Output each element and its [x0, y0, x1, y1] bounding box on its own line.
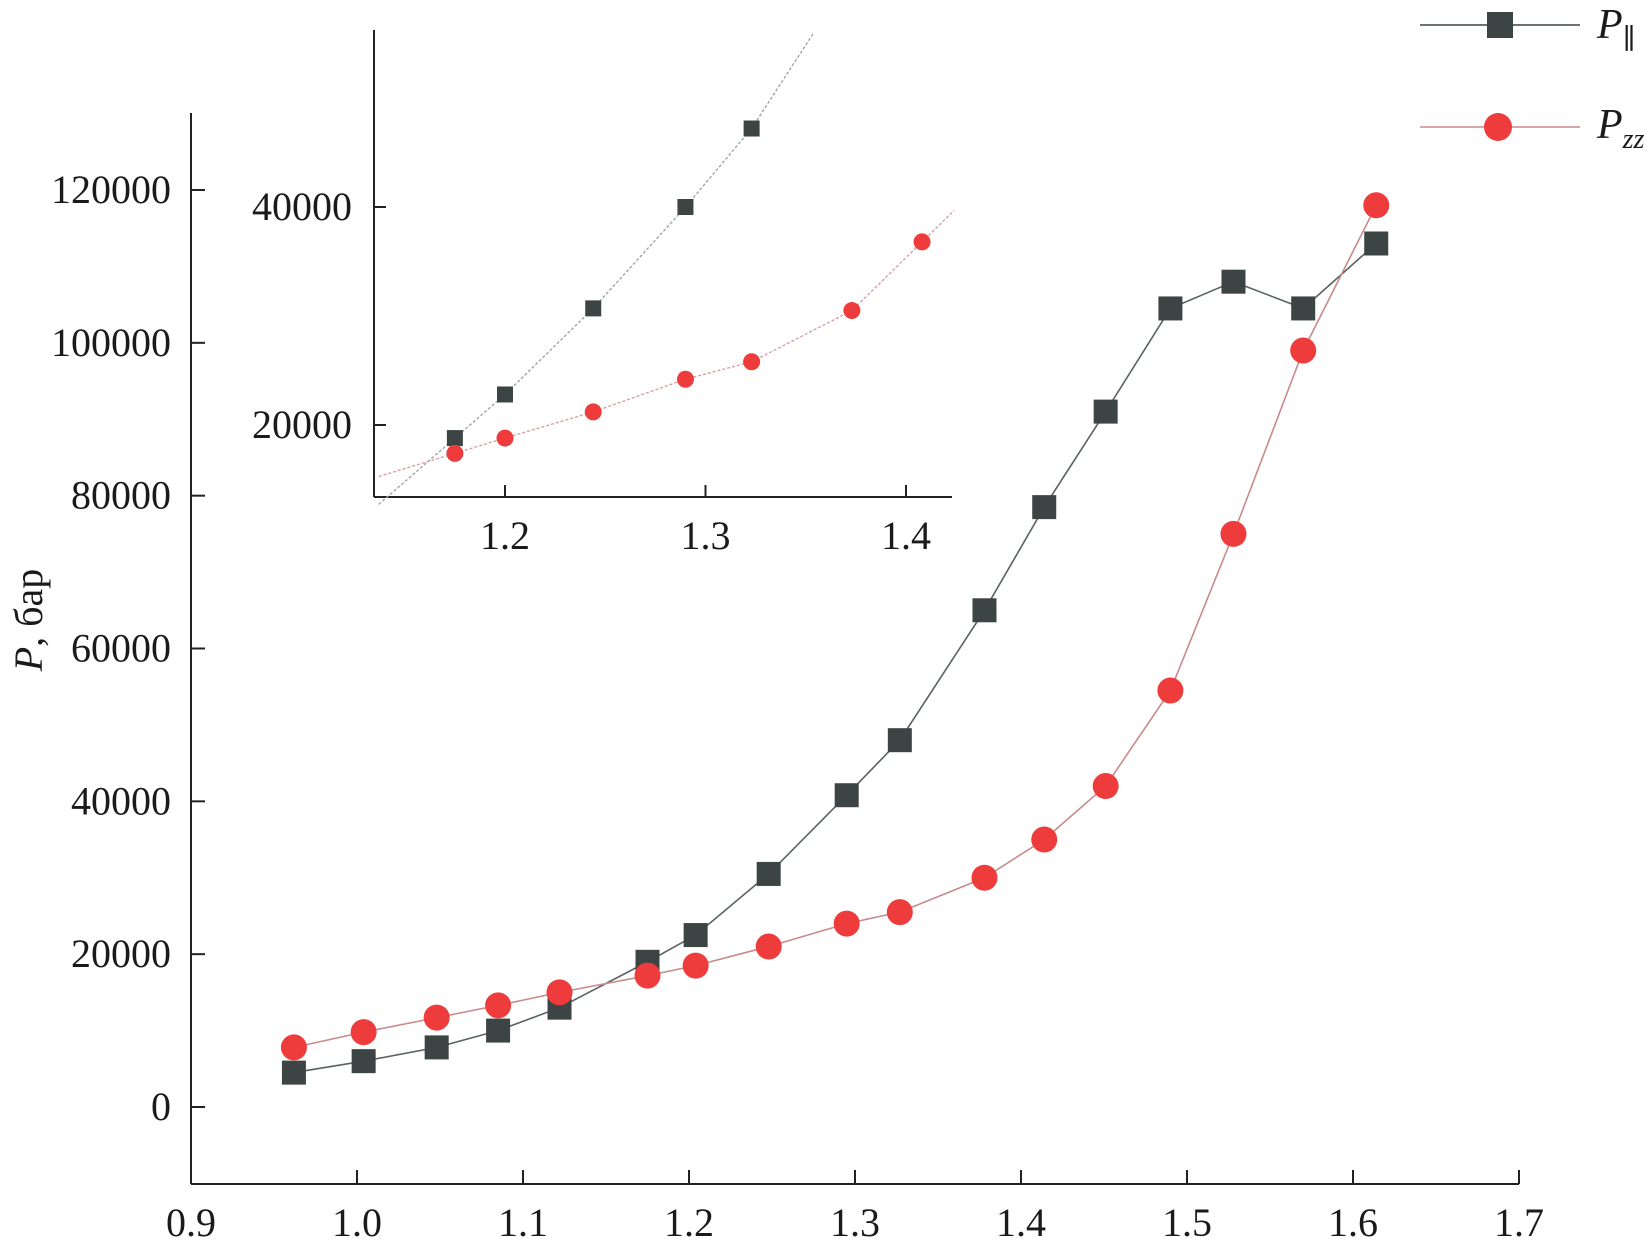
data-point-circle — [886, 899, 913, 926]
x-tick-label: 1.3 — [830, 1200, 880, 1245]
data-point-square — [424, 1035, 449, 1060]
inset-data-point-square — [497, 386, 513, 403]
data-point-circle — [682, 952, 709, 979]
inset-ticks: 1.2 1.3 1.4 20000 40000 — [252, 184, 931, 558]
data-point-square — [834, 783, 859, 808]
x-tick-label: 1.1 — [498, 1200, 548, 1245]
inset-data-point-circle — [913, 233, 931, 251]
legend-label-p-parallel: P∥ — [1596, 2, 1636, 55]
inset-data-point-square — [677, 199, 694, 215]
inset-y-tick-label: 40000 — [252, 184, 352, 229]
inset-x-tick-label: 1.3 — [681, 513, 731, 558]
data-point-square — [1364, 231, 1389, 256]
data-point-square — [1158, 296, 1183, 321]
data-point-circle — [546, 979, 573, 1006]
y-tick-label: 80000 — [71, 473, 171, 518]
y-tick-label: 40000 — [71, 778, 171, 823]
data-point-square — [351, 1049, 376, 1074]
main-series — [280, 192, 1390, 1085]
inset-series — [378, 32, 955, 505]
data-point-circle — [634, 962, 661, 989]
data-point-circle — [485, 992, 512, 1019]
data-point-square — [281, 1060, 306, 1085]
data-point-square — [1032, 495, 1057, 520]
data-point-circle — [1031, 826, 1058, 853]
data-point-circle — [423, 1004, 450, 1031]
inset-x-tick-label: 1.4 — [881, 513, 931, 558]
inset-data-point-circle — [496, 429, 514, 447]
y-axis-label: P, бар — [6, 569, 51, 673]
y-tick-label: 60000 — [71, 626, 171, 671]
data-point-square — [1093, 399, 1118, 424]
data-point-square — [683, 923, 708, 948]
y-tick-label: 20000 — [71, 931, 171, 976]
legend-marker-circle — [1484, 113, 1512, 141]
data-point-circle — [1363, 192, 1390, 219]
legend-marker-square — [1487, 12, 1513, 38]
main-chart: 0.9 1.0 1.1 1.2 1.3 1.4 1.5 1.6 1.7 0 20000 40000 60… — [6, 113, 1544, 1245]
inset-data-point-circle — [743, 353, 761, 371]
inset-data-point-square — [446, 430, 463, 447]
inset-data-point-circle — [843, 302, 861, 320]
inset-data-point-square — [585, 300, 602, 317]
x-tick-label: 1.0 — [332, 1200, 382, 1245]
data-point-circle — [971, 864, 998, 891]
y-tick-label: 120000 — [51, 167, 171, 212]
data-point-circle — [755, 933, 782, 960]
data-point-square — [1221, 269, 1246, 294]
y-tick-label: 0 — [151, 1084, 171, 1129]
data-point-square — [486, 1018, 511, 1043]
x-tick-label: 1.2 — [664, 1200, 714, 1245]
y-tick-label: 100000 — [51, 320, 171, 365]
inset-chart: 1.2 1.3 1.4 20000 40000 — [252, 25, 955, 558]
data-point-circle — [280, 1034, 307, 1061]
data-point-circle — [1290, 337, 1317, 364]
data-point-square — [972, 598, 997, 623]
inset-y-tick-label: 20000 — [252, 402, 352, 447]
data-point-circle — [1157, 677, 1184, 704]
x-tick-label: 1.5 — [1162, 1200, 1212, 1245]
inset-background — [370, 25, 955, 500]
inset-data-point-square — [743, 120, 760, 137]
inset-data-point-circle — [446, 444, 464, 462]
data-point-circle — [1092, 773, 1119, 800]
inset-x-tick-label: 1.2 — [480, 513, 530, 558]
legend-label-p-zz: Pzz — [1596, 102, 1645, 155]
data-point-square — [1291, 296, 1316, 321]
inset-data-point-circle — [676, 370, 694, 388]
data-point-circle — [1220, 520, 1247, 547]
x-tick-label: 1.6 — [1328, 1200, 1378, 1245]
x-tick-label: 0.9 — [166, 1200, 216, 1245]
data-point-square — [887, 728, 912, 753]
data-point-circle — [833, 910, 860, 937]
inset-data-point-circle — [584, 403, 602, 421]
legend: P∥ Pzz — [1420, 2, 1645, 155]
main-ticks: 0.9 1.0 1.1 1.2 1.3 1.4 1.5 1.6 1.7 0 20000 40000 60… — [51, 167, 1544, 1245]
data-point-square — [756, 861, 781, 886]
x-tick-label: 1.4 — [996, 1200, 1046, 1245]
x-tick-label: 1.7 — [1494, 1200, 1544, 1245]
data-point-circle — [350, 1019, 377, 1046]
